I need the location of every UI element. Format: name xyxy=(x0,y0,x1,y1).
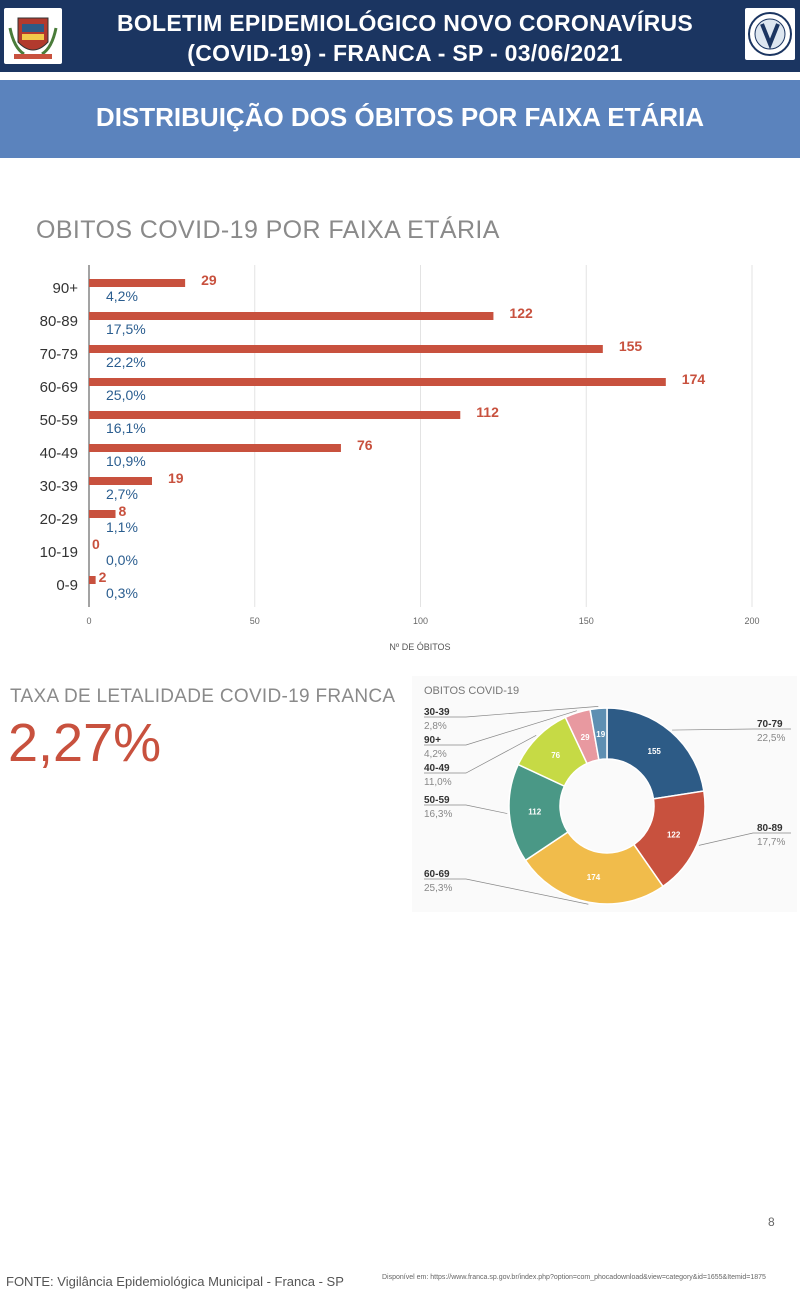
category-label: 90+ xyxy=(53,280,79,297)
percent-label: 4,2% xyxy=(106,288,138,304)
footer-link[interactable]: Disponível em: https://www.franca.sp.gov… xyxy=(382,1274,766,1281)
page-number: 8 xyxy=(768,1215,775,1229)
lethality-label: TAXA DE LETALIDADE COVID-19 FRANCA xyxy=(10,686,396,707)
donut-slice xyxy=(589,707,608,761)
bar-chart-title: OBITOS COVID-19 POR FAIXA ETÁRIA xyxy=(36,216,500,244)
bar xyxy=(89,378,666,386)
slice-category-label: 70-79 xyxy=(757,719,783,730)
bar xyxy=(89,411,461,419)
category-label: 30-39 xyxy=(40,478,78,495)
slice-category-label: 50-59 xyxy=(424,795,450,806)
bar xyxy=(89,510,116,518)
donut-slice xyxy=(524,831,665,905)
section-title: DISTRIBUIÇÃO DOS ÓBITOS POR FAIXA ETÁRIA xyxy=(95,102,705,132)
leader-line xyxy=(424,735,537,774)
slice-category-label: 30-39 xyxy=(424,707,450,718)
x-tick-label: 50 xyxy=(250,616,260,626)
footer-source: FONTE: Vigilância Epidemiológica Municip… xyxy=(6,1274,344,1289)
slice-value-label: 112 xyxy=(528,807,541,816)
slice-category-label: 80-89 xyxy=(757,823,783,834)
x-tick-label: 200 xyxy=(744,616,759,626)
slice-percent-label: 11,0% xyxy=(424,777,452,788)
percent-label: 0,0% xyxy=(106,552,138,568)
category-label: 50-59 xyxy=(40,412,78,429)
leader-line xyxy=(424,706,599,718)
percent-label: 17,5% xyxy=(106,321,146,337)
category-label: 80-89 xyxy=(40,313,78,330)
percent-label: 2,7% xyxy=(106,486,138,502)
value-label: 174 xyxy=(682,371,706,387)
slice-percent-label: 16,3% xyxy=(424,809,452,820)
leader-line xyxy=(698,832,791,846)
value-label: 112 xyxy=(476,404,499,420)
bar xyxy=(89,312,494,320)
surveillance-logo xyxy=(745,8,795,60)
value-label: 29 xyxy=(201,272,217,288)
age-deaths-bar-chart: 0 50 100 150 200 Nº DE ÓBITOS 90+ 29 4,2% 80-89 12… xyxy=(40,265,760,652)
slice-category-label: 90+ xyxy=(424,735,441,746)
category-label: 0-9 xyxy=(56,577,78,594)
bar xyxy=(89,345,603,353)
city-coat-of-arms-logo xyxy=(4,8,62,64)
category-label: 40-49 xyxy=(40,445,78,462)
slice-value-label: 122 xyxy=(667,831,681,840)
percent-label: 10,9% xyxy=(106,453,146,469)
slice-value-label: 155 xyxy=(648,747,662,756)
category-label: 20-29 xyxy=(40,511,78,528)
slice-percent-label: 2,8% xyxy=(424,721,447,732)
leader-line xyxy=(672,728,791,731)
percent-label: 16,1% xyxy=(106,420,146,436)
value-label: 76 xyxy=(357,437,373,453)
bar xyxy=(89,444,341,452)
value-label: 155 xyxy=(619,338,643,354)
slice-percent-label: 17,7% xyxy=(757,837,785,848)
donut-slice xyxy=(606,707,705,800)
x-axis-label: Nº DE ÓBITOS xyxy=(389,642,450,652)
section-band xyxy=(0,80,800,158)
slice-category-label: 60-69 xyxy=(424,869,450,880)
value-label: 8 xyxy=(119,503,127,519)
x-tick-label: 100 xyxy=(413,616,428,626)
x-tick-label: 0 xyxy=(86,616,91,626)
slice-value-label: 29 xyxy=(581,733,590,742)
leader-line xyxy=(424,878,589,905)
value-label: 0 xyxy=(92,536,100,552)
header-bar xyxy=(0,0,800,72)
lethality-value: 2,27% xyxy=(8,713,162,773)
deaths-donut-chart: 155 122 174 112 76 29 19 70-79 22,5% 80-89 17,7% 60… xyxy=(424,706,791,905)
bulletin-title-line1: BOLETIM EPIDEMIOLÓGICO NOVO CORONAVÍRUS xyxy=(116,10,694,36)
percent-label: 25,0% xyxy=(106,387,146,403)
percent-label: 0,3% xyxy=(106,585,138,601)
slice-category-label: 40-49 xyxy=(424,763,450,774)
slice-percent-label: 4,2% xyxy=(424,749,447,760)
slice-value-label: 76 xyxy=(551,751,560,760)
slice-value-label: 19 xyxy=(596,730,605,739)
percent-label: 1,1% xyxy=(106,519,138,535)
x-tick-label: 150 xyxy=(579,616,594,626)
slice-percent-label: 25,3% xyxy=(424,883,452,894)
slice-percent-label: 22,5% xyxy=(757,733,785,744)
leader-line xyxy=(424,710,577,746)
category-label: 10-19 xyxy=(40,544,78,561)
slice-value-label: 174 xyxy=(587,873,601,882)
bulletin-title-line2: (COVID-19) - FRANCA - SP - 03/06/2021 xyxy=(187,40,623,66)
bar xyxy=(89,279,186,287)
value-label: 19 xyxy=(168,470,184,486)
bar xyxy=(89,477,152,485)
bar xyxy=(89,576,96,584)
value-label: 122 xyxy=(509,305,533,321)
leader-line xyxy=(424,804,508,814)
category-label: 60-69 xyxy=(40,379,78,396)
category-label: 70-79 xyxy=(40,346,78,363)
donut-chart-title: OBITOS COVID-19 xyxy=(424,685,520,697)
percent-label: 22,2% xyxy=(106,354,146,370)
value-label: 2 xyxy=(99,569,107,585)
